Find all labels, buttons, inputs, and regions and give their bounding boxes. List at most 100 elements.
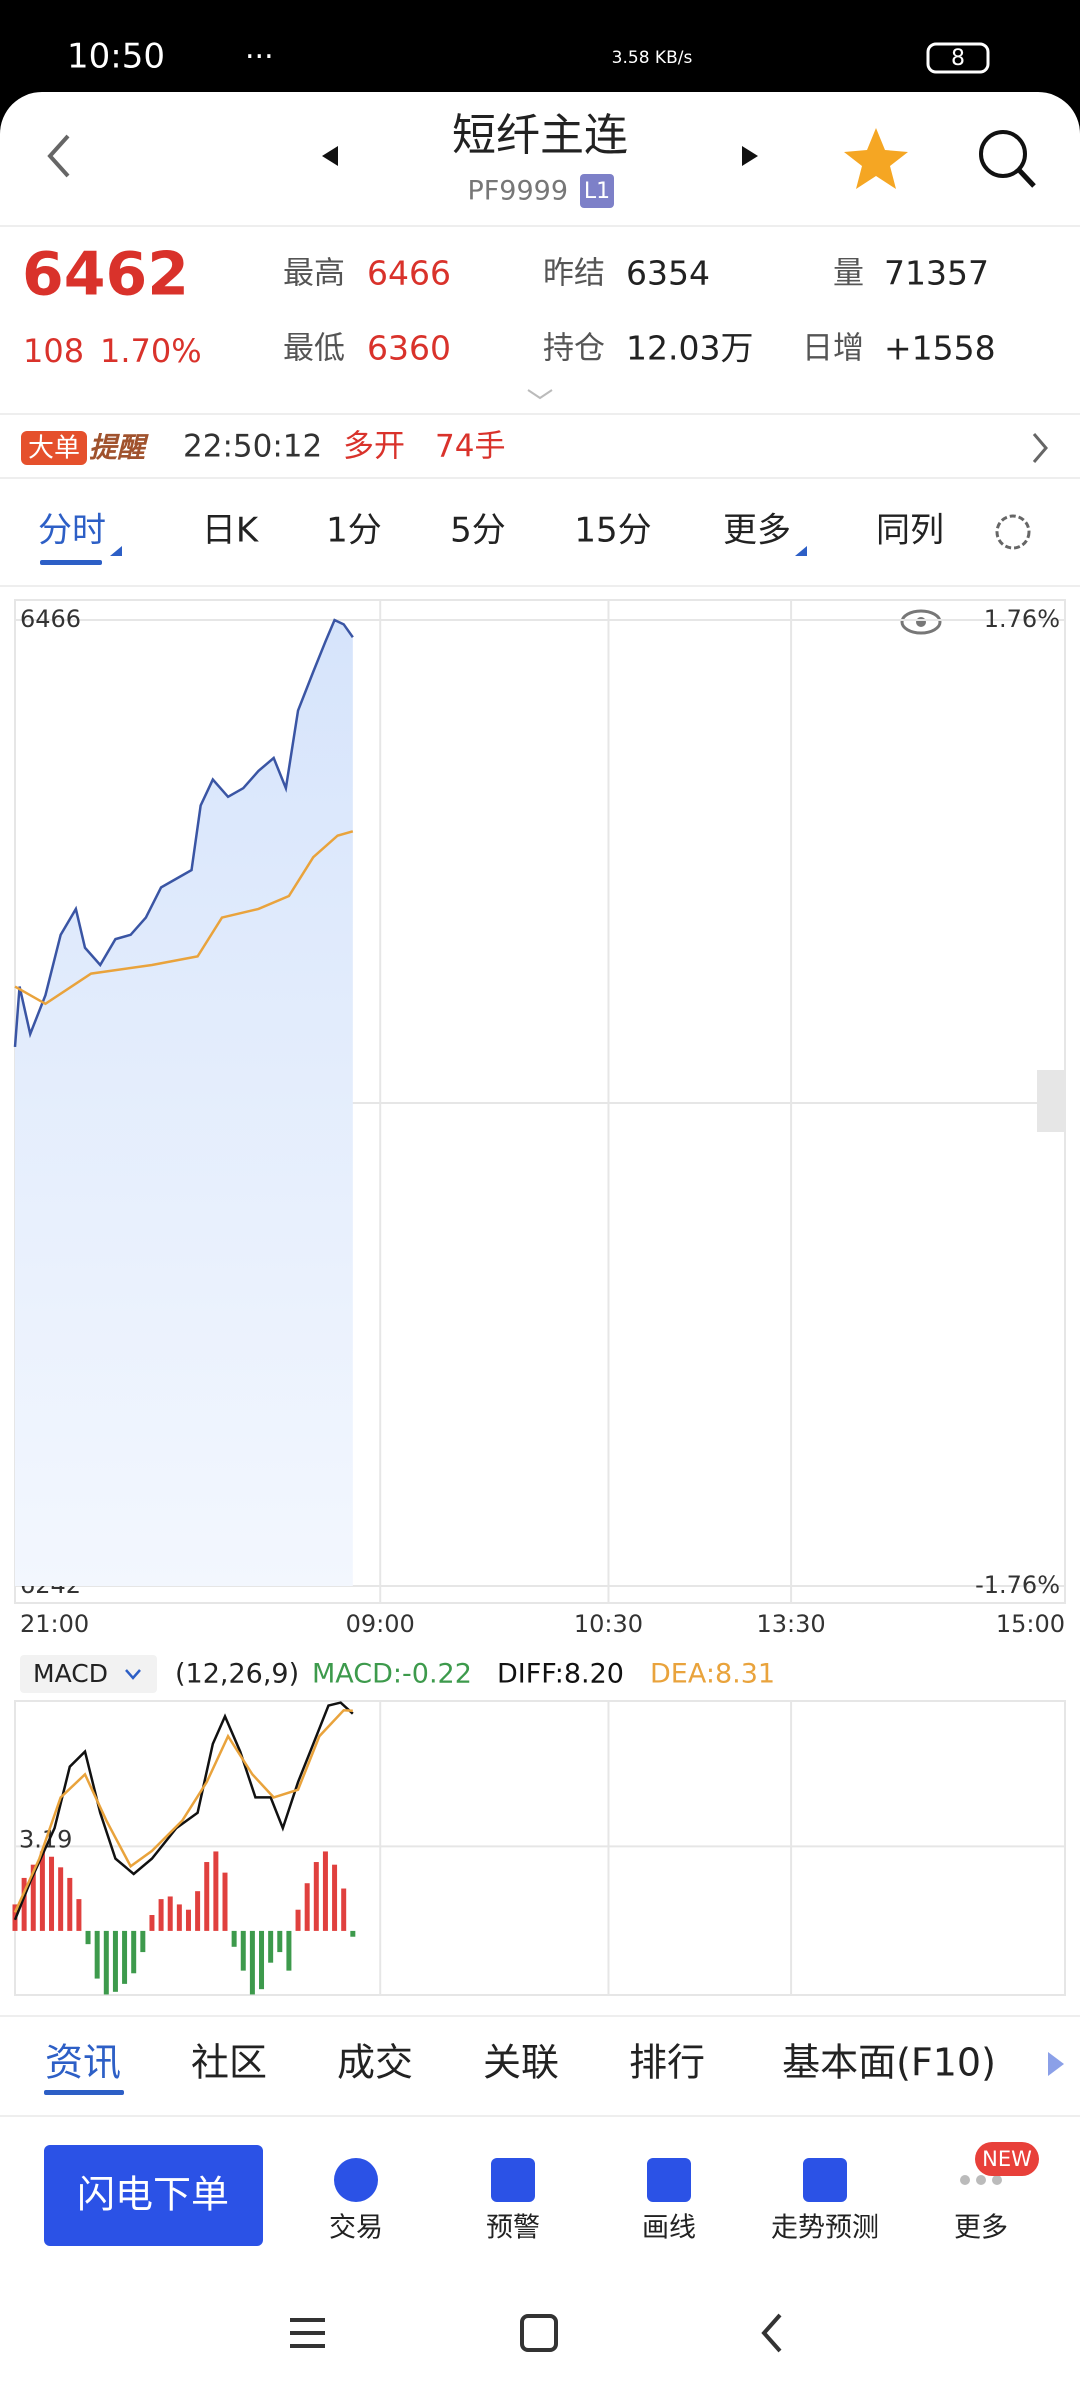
tab[interactable]: 5分: [450, 511, 506, 551]
bottom-tab[interactable]: 基本面(F10): [782, 2041, 996, 2085]
nav-home[interactable]: [520, 2314, 558, 2352]
macd-bar: [30, 1864, 36, 1931]
macd-bar: [185, 1909, 191, 1931]
tool-label[interactable]: 更多: [954, 2213, 1008, 2244]
last-price: 6462: [22, 240, 189, 310]
field-value: 6360: [367, 329, 451, 368]
macd-bar: [195, 1891, 201, 1931]
alert-more[interactable]: [1032, 433, 1048, 463]
side-handle[interactable]: [1037, 1070, 1065, 1132]
field-value: 12.03万: [626, 329, 753, 368]
macd-bar: [176, 1904, 182, 1931]
field-value: 6466: [367, 254, 451, 293]
tab[interactable]: 15分: [574, 511, 651, 551]
new-badge-text: NEW: [982, 2147, 1032, 2171]
expand[interactable]: [527, 389, 553, 400]
bottom-tab[interactable]: 成交: [337, 2041, 413, 2085]
prev-button[interactable]: [322, 146, 338, 166]
tool-icon: [334, 2158, 378, 2202]
alert-time: 22:50:12: [183, 429, 322, 465]
macd-bar: [149, 1915, 155, 1931]
price-line: [13, 618, 354, 1048]
change: 108: [23, 332, 84, 370]
tab-dropdown: [110, 546, 122, 556]
change-pct: 1.70%: [100, 332, 202, 370]
field-label: 量: [833, 256, 864, 292]
clock: 10:50: [67, 37, 165, 77]
bottom-tab[interactable]: 关联: [483, 2041, 559, 2085]
bottom-tab[interactable]: 排行: [629, 2041, 705, 2085]
net-speed: 3.58 KB/s: [612, 48, 693, 68]
tab[interactable]: 分时: [38, 511, 106, 551]
favorite-star[interactable]: [844, 128, 908, 189]
badge: [580, 174, 614, 208]
header-bg: [0, 92, 1080, 292]
tab[interactable]: 同列: [876, 511, 944, 551]
nav-menu[interactable]: [290, 2318, 325, 2348]
y2-tick-label: -1.76%: [975, 1571, 1060, 1599]
x-tick-label: 15:00: [996, 1610, 1065, 1638]
tab-indicator: [44, 2090, 124, 2095]
tool-label[interactable]: 交易: [329, 2213, 383, 2244]
legend-item: DEA:8.31: [650, 1659, 775, 1690]
order-button[interactable]: [44, 2145, 263, 2246]
macd-bar: [286, 1930, 292, 1971]
battery: [926, 42, 990, 74]
macd-bar: [341, 1888, 347, 1931]
macd-bar: [277, 1930, 283, 1953]
macd-bar: [249, 1930, 255, 1995]
tab[interactable]: 更多: [723, 511, 791, 551]
macd-bar: [140, 1930, 146, 1953]
search[interactable]: [979, 130, 1027, 178]
x-tick-label: 13:30: [757, 1610, 826, 1638]
plot-frame: [14, 1700, 1066, 1996]
tool-label[interactable]: 走势预测: [771, 2213, 879, 2244]
x-tick-label: 10:30: [574, 1610, 643, 1638]
tool-label[interactable]: 画线: [642, 2213, 696, 2244]
settings[interactable]: [995, 514, 1031, 550]
macd-bar: [122, 1930, 128, 1984]
tool-label[interactable]: 预警: [486, 2213, 540, 2244]
macd-bar: [49, 1856, 55, 1931]
bottom-tab[interactable]: 资讯: [45, 2041, 121, 2085]
macd-bar: [76, 1899, 82, 1931]
indicator-name: MACD: [33, 1659, 108, 1688]
field-label: 最低: [283, 331, 345, 367]
next-button[interactable]: [742, 146, 758, 166]
macd-bar: [322, 1851, 328, 1931]
alert-volume: 74手: [435, 429, 505, 465]
tab[interactable]: 1分: [326, 511, 382, 551]
macd-bar: [131, 1930, 137, 1974]
macd-bar: [94, 1930, 100, 1979]
macd-bar: [85, 1930, 91, 1945]
price-line: [14, 830, 354, 1006]
alert-badge: [21, 431, 87, 465]
macd-bar: [58, 1867, 64, 1931]
more-dots: ···: [245, 40, 274, 75]
tabs-more[interactable]: [1048, 2052, 1064, 2076]
tab-dropdown: [795, 546, 807, 556]
legend-item: DIFF:8.20: [497, 1659, 624, 1690]
macd-bar: [112, 1930, 118, 1992]
order-button-text: 闪电下单: [77, 2173, 229, 2217]
macd-bar: [332, 1864, 338, 1931]
nav-back[interactable]: [761, 2313, 782, 2353]
tool-icon: [960, 2175, 970, 2185]
x-tick-label: 21:00: [20, 1610, 89, 1638]
legend-item: MACD:-0.22: [312, 1659, 472, 1690]
macd-bar: [204, 1862, 210, 1931]
tab[interactable]: 日K: [202, 511, 260, 551]
back-button[interactable]: [47, 134, 70, 178]
field-value: 6354: [626, 254, 710, 293]
macd-bar: [295, 1909, 301, 1931]
eye-toggle[interactable]: [900, 609, 942, 635]
macd-bar: [103, 1930, 109, 1995]
bottom-tab[interactable]: 社区: [191, 2041, 267, 2085]
macd-bar: [213, 1851, 219, 1931]
indicator-chevron: [125, 1669, 141, 1680]
macd-bar: [240, 1930, 246, 1971]
indicator-select[interactable]: [20, 1655, 157, 1693]
price-area: [15, 620, 353, 1586]
